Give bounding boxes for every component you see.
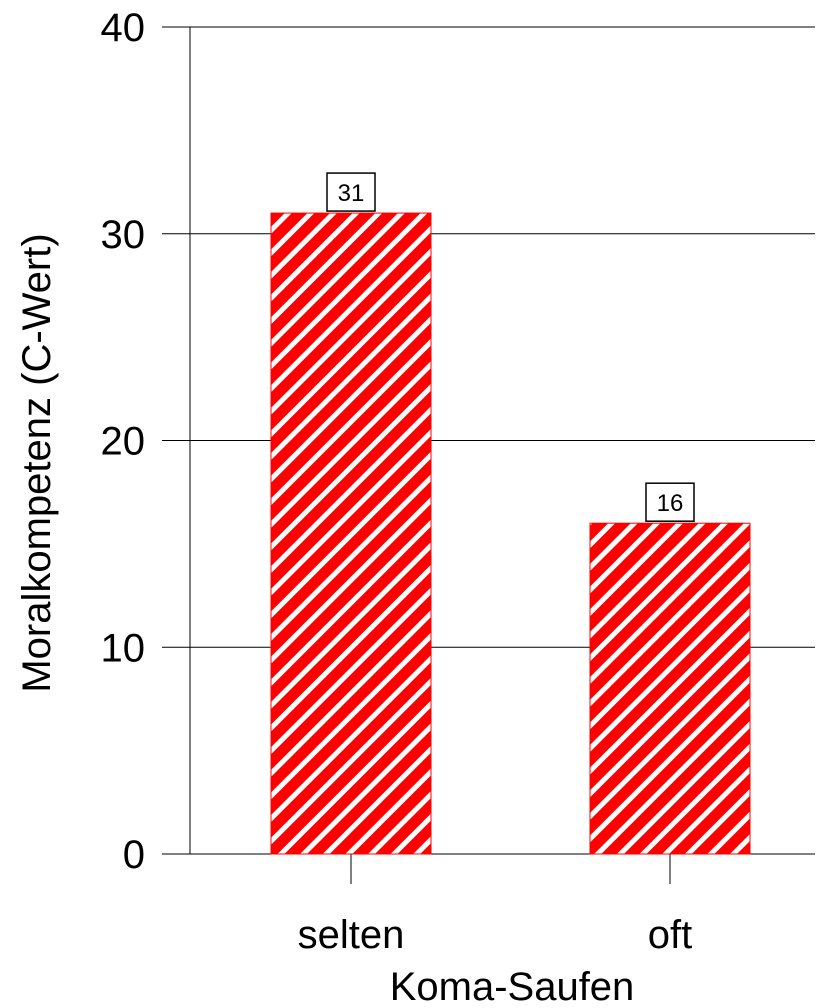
bar (589, 522, 751, 855)
y-tick-label: 30 (101, 213, 146, 257)
data-label-box (645, 482, 695, 522)
data-label: 31 (338, 180, 365, 207)
x-axis-title: Koma-Saufen (390, 965, 635, 1008)
y-tick-label: 20 (101, 420, 146, 464)
x-tick-label: oft (648, 913, 692, 957)
y-tick-label: 10 (101, 626, 146, 670)
x-tick-label: selten (298, 913, 405, 957)
y-axis-title: Moralkompetenz (C-Wert) (15, 233, 59, 692)
labels: 31 16 (326, 172, 695, 522)
bars (270, 212, 751, 855)
bar (270, 212, 432, 855)
data-label: 16 (657, 490, 684, 517)
y-tick-label: 0 (123, 833, 145, 877)
data-label-box (326, 172, 376, 212)
y-tick-label: 40 (101, 6, 146, 50)
